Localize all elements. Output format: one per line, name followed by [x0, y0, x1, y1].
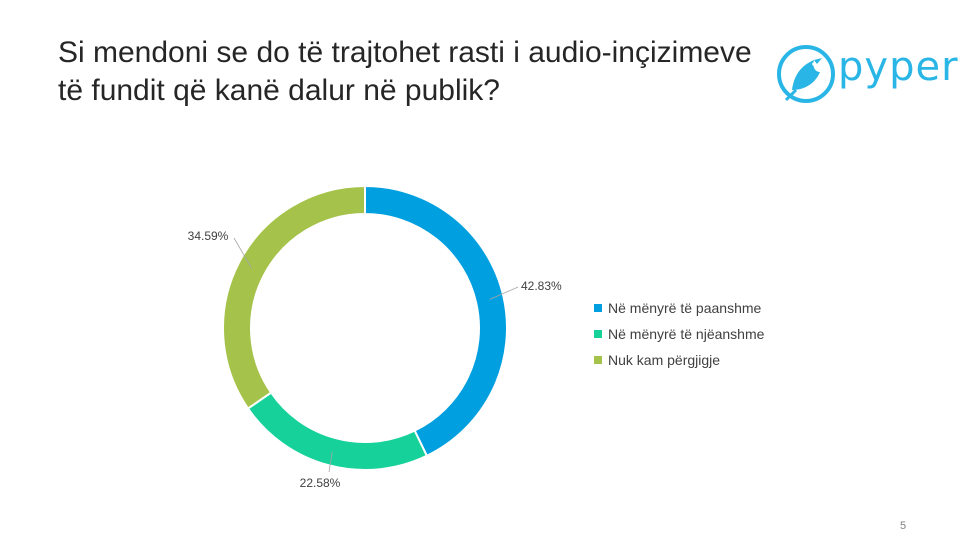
legend-label-3: Nuk kam përgjigje — [608, 352, 721, 368]
data-label-nuk-kam-pergjigje: 34.59% — [188, 229, 229, 243]
pyper-logo: pyper — [776, 42, 959, 112]
legend-swatch-2 — [594, 330, 602, 338]
legend-item-3: Nuk kam përgjigje — [594, 347, 764, 373]
slide-title: Si mendoni se do të trajtohet rasti i au… — [58, 36, 752, 107]
legend-label-1: Në mënyrë të paanshme — [608, 300, 762, 316]
chart-legend: Në mënyrë të paanshme Në mënyrë të njëan… — [594, 295, 764, 373]
leader-line-paanshme — [489, 286, 519, 300]
donut-slice-njeanshme — [246, 391, 429, 471]
donut-slice-nuk-kam-pergjigje — [222, 184, 366, 410]
leader-line-nuk-kam-pergjigje — [233, 237, 253, 269]
leader-line-njeanshme — [328, 451, 333, 473]
legend-swatch-1 — [594, 304, 602, 312]
legend-item-2: Në mënyrë të njëanshme — [594, 321, 764, 347]
donut-slice-paanshme — [364, 184, 508, 458]
legend-item-1: Në mënyrë të paanshme — [594, 295, 764, 321]
bird-logo-icon — [777, 45, 835, 103]
data-label-paanshme: 42.83% — [521, 279, 562, 293]
page-number: 5 — [900, 520, 907, 532]
legend-label-2: Në mënyrë të njëanshme — [608, 326, 765, 342]
brand-name: pyper — [838, 44, 959, 90]
data-label-njeanshme: 22.58% — [300, 476, 341, 490]
legend-swatch-3 — [594, 356, 602, 364]
